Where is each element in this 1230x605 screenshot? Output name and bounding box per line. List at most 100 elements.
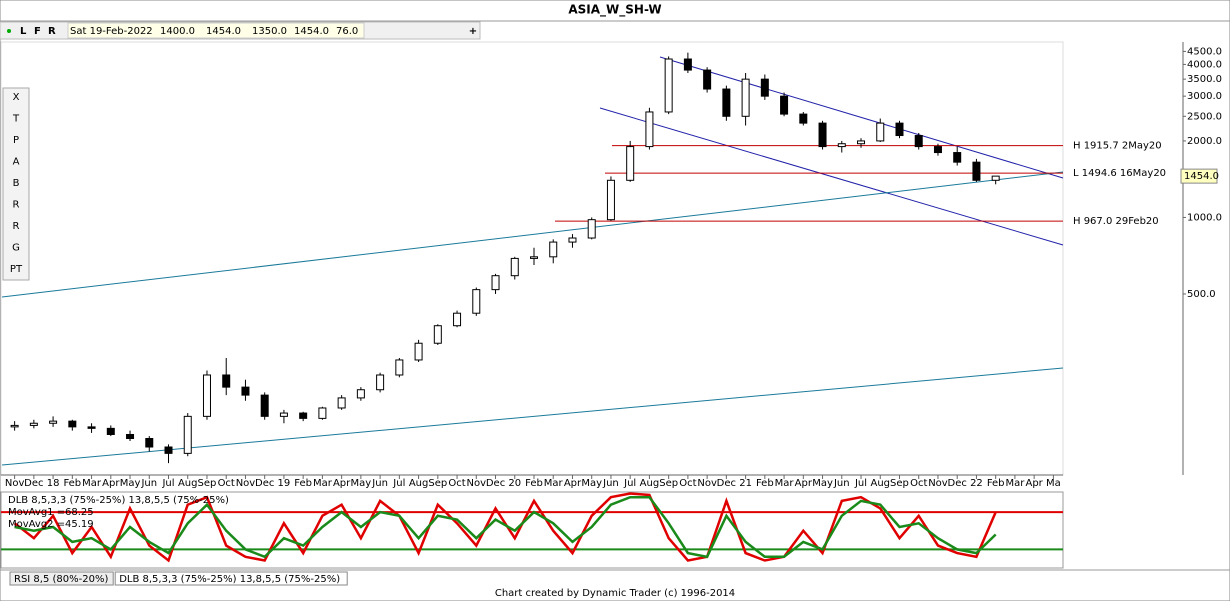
candle-body	[68, 420, 77, 428]
tab-label[interactable]: RSI 8,5 (80%-20%)	[14, 574, 108, 585]
oscillator-line	[13, 492, 997, 563]
x-tick-label: Jul	[623, 478, 636, 489]
candle-body	[606, 179, 615, 221]
candle-body	[472, 289, 481, 314]
x-tick-label: Feb	[294, 478, 312, 489]
x-tick-label: Oct	[679, 478, 696, 489]
x-tick-label: Apr	[1025, 478, 1043, 489]
candle-body	[914, 135, 923, 148]
x-tick-label: Aug	[640, 478, 660, 489]
x-tick-label: Jun	[602, 478, 619, 489]
oscillator-legend: DLB 8,5,3,3 (75%-25%) 13,8,5,5 (75%-25%)	[8, 495, 229, 506]
candle-body	[453, 312, 462, 327]
tab-label[interactable]: DLB 8,5,3,3 (75%-25%) 13,8,5,5 (75%-25%)	[119, 574, 340, 585]
info-field: 1400.0	[160, 26, 195, 37]
candle-body	[356, 389, 365, 399]
candle-body	[10, 424, 19, 428]
candle-body	[510, 257, 519, 277]
candle-body	[780, 95, 789, 115]
candle-body	[876, 122, 885, 142]
x-tick-label: Sep	[428, 478, 447, 489]
x-tick-label: Feb	[756, 478, 774, 489]
x-tick-label: Sep	[890, 478, 909, 489]
x-tick-label: Aug	[178, 478, 198, 489]
candle-body	[683, 58, 692, 71]
x-tick-label: Nov	[697, 478, 717, 489]
x-tick-label: 21	[739, 478, 752, 489]
x-tick-label: Mar	[1005, 478, 1025, 489]
tool-button[interactable]: PT	[10, 264, 23, 275]
x-tick-label: Nov	[236, 478, 256, 489]
y-tick-label: 2000.0	[1187, 136, 1222, 147]
toolbar-button[interactable]: L	[20, 26, 27, 37]
candle-body	[972, 161, 981, 181]
trend-line	[1, 171, 1064, 298]
candle-body	[626, 146, 635, 181]
info-field: 76.0	[336, 26, 358, 37]
x-tick-label: Jul	[854, 478, 867, 489]
x-tick-label: Apr	[564, 478, 582, 489]
candle-body	[279, 412, 288, 417]
candle-body	[664, 58, 673, 113]
x-tick-label: Nov	[5, 478, 25, 489]
candle-body	[491, 275, 500, 291]
x-tick-label: Oct	[218, 478, 235, 489]
last-price-box	[1180, 168, 1218, 184]
x-tick-label: Nov	[928, 478, 948, 489]
candle-body	[49, 420, 58, 424]
x-tick-label: Ma	[1046, 478, 1061, 489]
toolbar-button[interactable]: F	[34, 26, 41, 37]
x-tick-label: 19	[278, 478, 291, 489]
candle-body	[722, 88, 731, 117]
candle-body	[318, 407, 327, 419]
tool-button[interactable]: X	[13, 92, 20, 103]
x-tick-label: Jul	[392, 478, 405, 489]
oscillator-panel	[0, 491, 1064, 569]
tab[interactable]	[9, 571, 114, 586]
x-tick-label: Aug	[870, 478, 890, 489]
x-tick-label: May	[581, 478, 602, 489]
candle-body	[164, 446, 173, 454]
tool-button[interactable]: B	[13, 178, 20, 189]
tool-button[interactable]: P	[13, 135, 19, 146]
candle-body	[395, 359, 404, 376]
info-field: Sat 19-Feb-2022	[70, 26, 153, 37]
x-tick-label: Nov	[467, 478, 487, 489]
candle-body	[202, 374, 211, 417]
y-tick-label: 3000.0	[1187, 91, 1222, 102]
x-tick-label: Dec	[24, 478, 43, 489]
candle-body	[818, 122, 827, 148]
x-tick-label: Oct	[448, 478, 465, 489]
x-tick-label: Sep	[659, 478, 678, 489]
annotation-label: H 967.0 29Feb20	[1073, 216, 1159, 227]
tab[interactable]	[114, 571, 348, 586]
add-button[interactable]: +	[469, 26, 477, 37]
toolbar-button[interactable]: R	[48, 26, 56, 37]
info-field: 1454.0	[294, 26, 329, 37]
tool-button[interactable]: R	[13, 221, 20, 232]
info-box	[67, 22, 365, 39]
candle-body	[953, 152, 962, 163]
candle-body	[895, 122, 904, 137]
tool-button[interactable]: R	[13, 200, 20, 211]
x-tick-label: Dec	[255, 478, 274, 489]
tool-button[interactable]: A	[13, 157, 20, 168]
legend-value: 45.19	[65, 519, 94, 530]
tool-button[interactable]: G	[12, 243, 20, 254]
candle-body	[857, 140, 866, 145]
x-tick-label: Feb	[525, 478, 543, 489]
status-dot	[7, 29, 11, 33]
info-field: 1454.0	[206, 26, 241, 37]
y-tick-label: 500.0	[1187, 289, 1216, 300]
x-tick-label: May	[812, 478, 833, 489]
y-tick-label: 1000.0	[1187, 212, 1222, 223]
y-tick-label: 2500.0	[1187, 111, 1222, 122]
candle-body	[741, 78, 750, 117]
tool-button[interactable]: T	[12, 114, 20, 125]
legend-name: MovAvg1 =	[8, 507, 65, 518]
candle-body	[549, 241, 558, 258]
info-field: 1350.0	[252, 26, 287, 37]
x-tick-label: Mar	[82, 478, 102, 489]
